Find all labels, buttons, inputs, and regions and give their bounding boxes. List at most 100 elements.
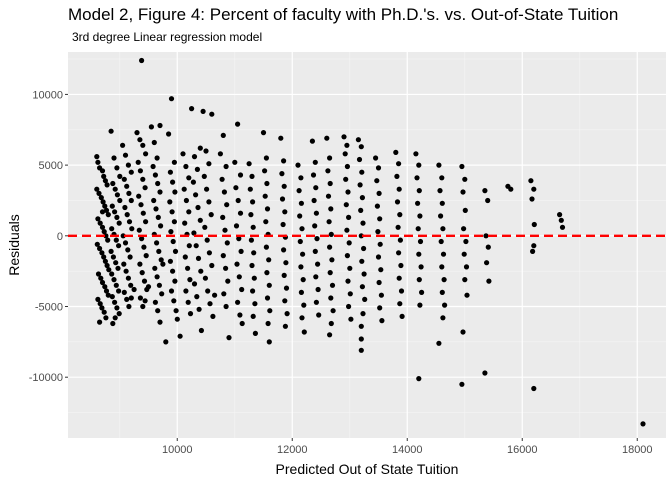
data-point	[212, 292, 218, 298]
data-point	[313, 274, 319, 280]
data-point	[398, 288, 405, 294]
data-point	[280, 221, 286, 228]
data-point	[463, 264, 470, 270]
data-point	[482, 370, 488, 376]
x-axis-ticks: 10000 12000 14000 16000 18000	[162, 438, 653, 456]
data-point	[202, 224, 208, 230]
data-point	[226, 335, 232, 341]
data-point	[376, 279, 382, 286]
data-point	[121, 176, 127, 182]
data-point	[439, 289, 445, 295]
data-point	[150, 163, 156, 170]
data-point	[374, 203, 380, 209]
data-point	[155, 180, 161, 187]
data-point	[252, 301, 258, 307]
data-point	[113, 282, 119, 288]
data-point	[282, 209, 288, 215]
data-point	[97, 245, 103, 252]
data-point	[190, 179, 196, 185]
data-point	[129, 226, 135, 232]
data-point	[251, 250, 257, 256]
data-point	[248, 237, 254, 243]
data-point	[376, 190, 382, 196]
data-point	[248, 212, 254, 218]
data-point	[356, 156, 363, 163]
data-point	[168, 229, 174, 235]
data-point	[152, 299, 158, 305]
data-point	[328, 295, 334, 301]
data-point	[172, 278, 178, 284]
data-point	[235, 121, 241, 127]
data-point	[112, 315, 118, 321]
data-point	[358, 336, 364, 342]
data-point	[157, 319, 163, 325]
data-point	[312, 223, 318, 229]
data-point	[485, 244, 491, 250]
data-point	[359, 284, 365, 290]
data-point	[103, 207, 110, 213]
data-point	[313, 210, 319, 216]
data-point	[99, 224, 106, 230]
data-point	[347, 265, 353, 271]
data-point	[264, 270, 270, 276]
data-point	[377, 241, 383, 247]
data-point	[124, 183, 130, 189]
data-point	[159, 291, 165, 297]
data-point	[343, 202, 349, 208]
data-point	[327, 332, 333, 338]
data-point	[170, 268, 176, 274]
data-point	[238, 248, 244, 254]
data-point	[185, 299, 191, 305]
data-point	[142, 185, 148, 191]
data-point	[355, 137, 361, 143]
data-point	[186, 209, 192, 215]
data-point	[440, 251, 447, 257]
data-point	[169, 209, 175, 215]
data-point	[167, 258, 173, 264]
data-point	[234, 261, 240, 267]
data-point	[397, 301, 403, 307]
data-point	[330, 308, 336, 314]
data-point	[158, 257, 164, 263]
data-point	[361, 245, 367, 252]
data-point	[102, 178, 108, 184]
data-point	[209, 111, 215, 117]
data-point	[295, 162, 301, 168]
data-point	[171, 159, 177, 165]
data-point	[157, 122, 163, 129]
data-point	[346, 240, 352, 246]
data-point	[260, 130, 267, 136]
data-point	[105, 237, 111, 243]
x-tick-label: 10000	[162, 444, 193, 456]
data-point	[440, 315, 446, 321]
data-point	[114, 214, 120, 220]
data-point	[183, 197, 189, 204]
data-point	[105, 212, 111, 218]
data-point	[113, 260, 119, 266]
data-point	[177, 333, 183, 339]
chart-subtitle: 3rd degree Linear regression model	[72, 30, 263, 44]
data-point	[104, 182, 110, 188]
data-point	[167, 169, 173, 175]
data-point	[325, 193, 332, 199]
data-point	[281, 247, 287, 253]
data-point	[127, 254, 133, 260]
data-point	[193, 243, 199, 249]
data-point	[134, 130, 140, 136]
data-point	[359, 258, 365, 264]
data-point	[168, 96, 175, 102]
data-point	[278, 135, 284, 141]
data-point	[166, 131, 172, 137]
data-point	[281, 158, 287, 164]
plot-panel	[68, 52, 666, 438]
data-point	[417, 302, 423, 308]
data-point	[247, 186, 253, 192]
data-point	[300, 251, 306, 257]
data-point	[284, 311, 290, 317]
data-point	[103, 233, 109, 239]
data-point	[441, 277, 447, 283]
data-point	[263, 219, 269, 225]
data-point	[171, 298, 177, 304]
data-point	[220, 253, 226, 259]
